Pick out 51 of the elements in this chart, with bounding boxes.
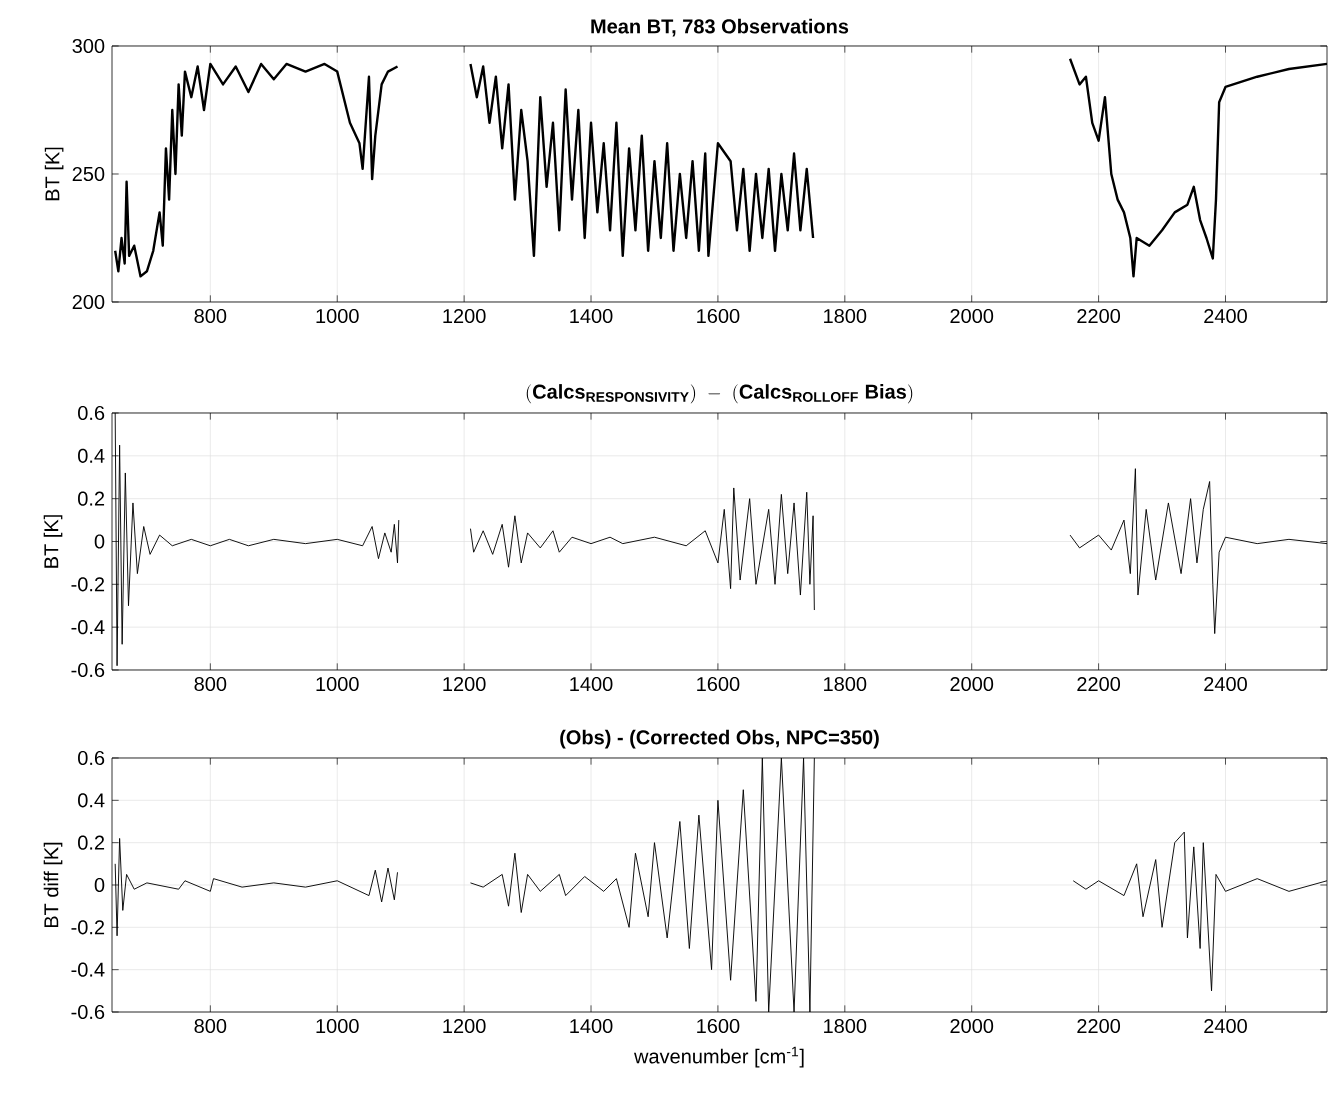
y-tick-label: -0.2	[71, 920, 105, 935]
x-tick-label: 1600	[697, 676, 740, 692]
x-tick-label: 2400	[1204, 308, 1247, 324]
x-tick-label: 800	[194, 308, 227, 324]
x-tick-label: 1800	[824, 1018, 867, 1034]
x-tick-label: 800	[194, 676, 227, 692]
x-tick-label: 1600	[697, 308, 740, 324]
chart-title: Mean BT, 783 Observations	[591, 18, 849, 37]
x-tick-label: 2200	[1077, 308, 1121, 324]
y-axis-title: BT diff [K]	[43, 842, 63, 928]
y-tick-label: 0.2	[78, 835, 105, 850]
y-tick-label: -0.4	[71, 620, 105, 635]
y-tick-label: 0.4	[78, 448, 105, 463]
x-tick-label: 2000	[950, 1018, 994, 1034]
x-tick-label: 1400	[570, 676, 613, 692]
chart-title: (Obs) - (Corrected Obs, NPC=350)	[560, 729, 879, 749]
x-tick-label: 1400	[570, 308, 613, 324]
y-tick-label: 0.6	[78, 750, 105, 766]
x-tick-label: 1200	[443, 308, 486, 324]
y-tick-label: 0.4	[78, 793, 105, 808]
y-tick-label: 250	[72, 166, 105, 182]
y-tick-label: -0.6	[71, 1004, 105, 1020]
y-tick-label: 0.6	[78, 405, 105, 421]
x-tick-label: 1000	[316, 1018, 359, 1034]
x-tick-label: 2000	[950, 308, 994, 324]
x-tick-label: 1400	[570, 1018, 613, 1034]
y-tick-label: 0	[94, 534, 105, 549]
x-tick-label: 1800	[824, 308, 867, 324]
x-tick-label: 1200	[443, 676, 486, 692]
y-tick-label: 0.2	[78, 491, 105, 506]
y-tick-label: 200	[72, 294, 105, 310]
x-tick-label: 2000	[950, 676, 994, 692]
x-tick-label: 1800	[824, 676, 867, 692]
x-tick-label: 1600	[697, 1018, 740, 1034]
y-axis-title: BT [K]	[43, 515, 63, 568]
y-tick-label: -0.4	[71, 962, 105, 977]
y-tick-label: -0.2	[71, 577, 105, 592]
x-tick-label: 2400	[1204, 1018, 1247, 1034]
x-tick-label: 2200	[1077, 1018, 1121, 1034]
y-axis-title: BT [K]	[44, 147, 64, 201]
x-tick-label: 1200	[443, 1018, 486, 1034]
y-tick-label: 300	[72, 38, 105, 54]
x-tick-label: 2200	[1077, 676, 1121, 692]
x-tick-label: 1000	[316, 676, 359, 692]
x-axis-title: wavenumber [cm$^{-1}$]	[634, 1046, 804, 1068]
x-tick-label: 2400	[1204, 676, 1247, 692]
x-tick-label: 800	[194, 1018, 227, 1034]
y-tick-label: 0	[94, 877, 105, 893]
y-tick-label: -0.6	[71, 662, 105, 678]
chart-title: $\mathbf{(Calcs_{RESPONSIVITY})\ -\ (Calcs_{ROLLOFF}\ Bias)}$	[526, 384, 913, 404]
x-tick-label: 1000	[316, 308, 359, 324]
